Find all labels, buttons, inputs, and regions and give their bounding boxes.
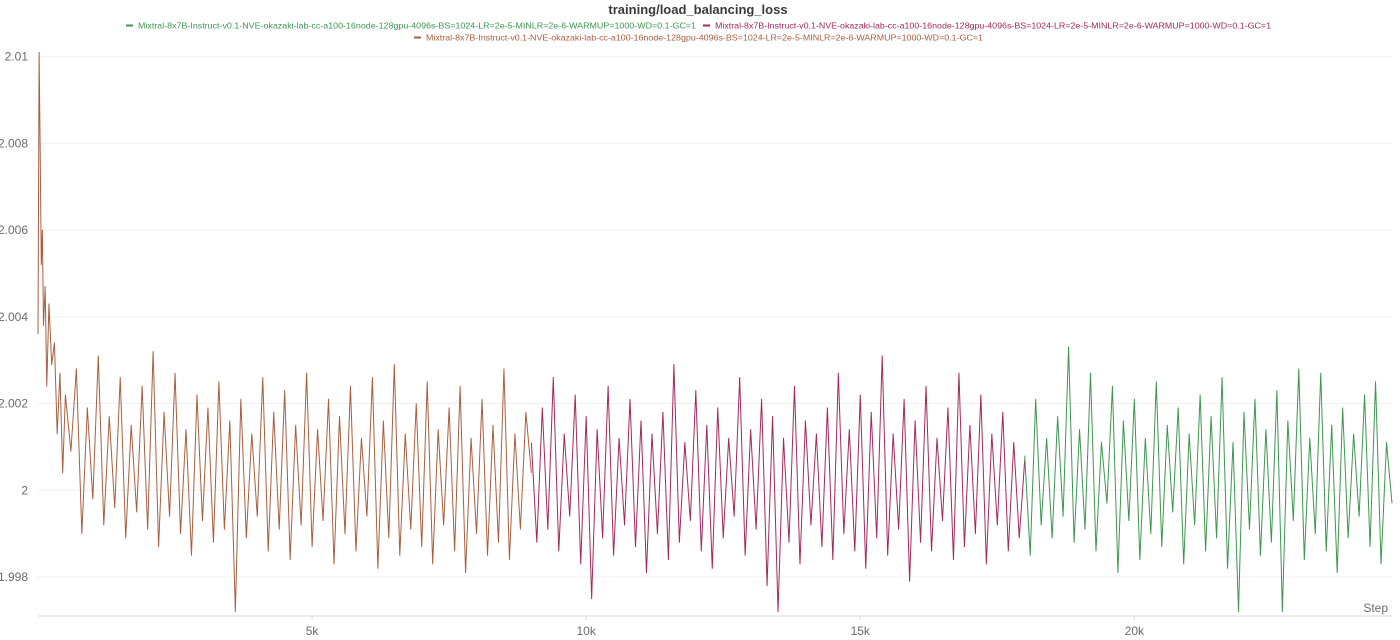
chart-title: training/load_balancing_loss: [608, 2, 787, 17]
x-tick-label: 15k: [851, 624, 871, 638]
legend: Mixtral-8x7B-Instruct-v0.1-NVE-okazaki-l…: [126, 21, 1271, 43]
legend-item-series-2[interactable]: Mixtral-8x7B-Instruct-v0.1-NVE-okazaki-l…: [414, 33, 983, 43]
legend-label-series-0: Mixtral-8x7B-Instruct-v0.1-NVE-okazaki-l…: [138, 21, 696, 31]
legend-label-series-1: Mixtral-8x7B-Instruct-v0.1-NVE-okazaki-l…: [715, 21, 1271, 31]
legend-label-series-2: Mixtral-8x7B-Instruct-v0.1-NVE-okazaki-l…: [426, 33, 983, 43]
y-tick-label: 2.002: [0, 397, 28, 411]
y-tick-label: 2.006: [0, 223, 28, 237]
x-tick-label: 20k: [1125, 624, 1145, 638]
series-line-2[interactable]: [37, 51, 532, 613]
series-line-0[interactable]: [1024, 346, 1393, 613]
y-tick-label: 1.998: [0, 570, 28, 584]
x-tick-label: 5k: [306, 624, 320, 638]
x-axis-label: Step: [1363, 601, 1388, 615]
y-tick-label: 2.004: [0, 310, 28, 324]
x-tick-label: 10k: [576, 624, 596, 638]
series-lines: [37, 51, 1393, 613]
series-line-1[interactable]: [530, 355, 1026, 613]
y-tick-label: 2.008: [0, 136, 28, 150]
y-tick-label: 2: [21, 483, 28, 497]
legend-item-series-1[interactable]: Mixtral-8x7B-Instruct-v0.1-NVE-okazaki-l…: [703, 21, 1271, 31]
legend-item-series-0[interactable]: Mixtral-8x7B-Instruct-v0.1-NVE-okazaki-l…: [126, 21, 696, 31]
axes: 1.998 2 2.002 2.004 2.006 2.008 2.01 5k 10k 15k 20…: [0, 50, 1392, 638]
y-tick-label: 2.01: [5, 50, 29, 64]
